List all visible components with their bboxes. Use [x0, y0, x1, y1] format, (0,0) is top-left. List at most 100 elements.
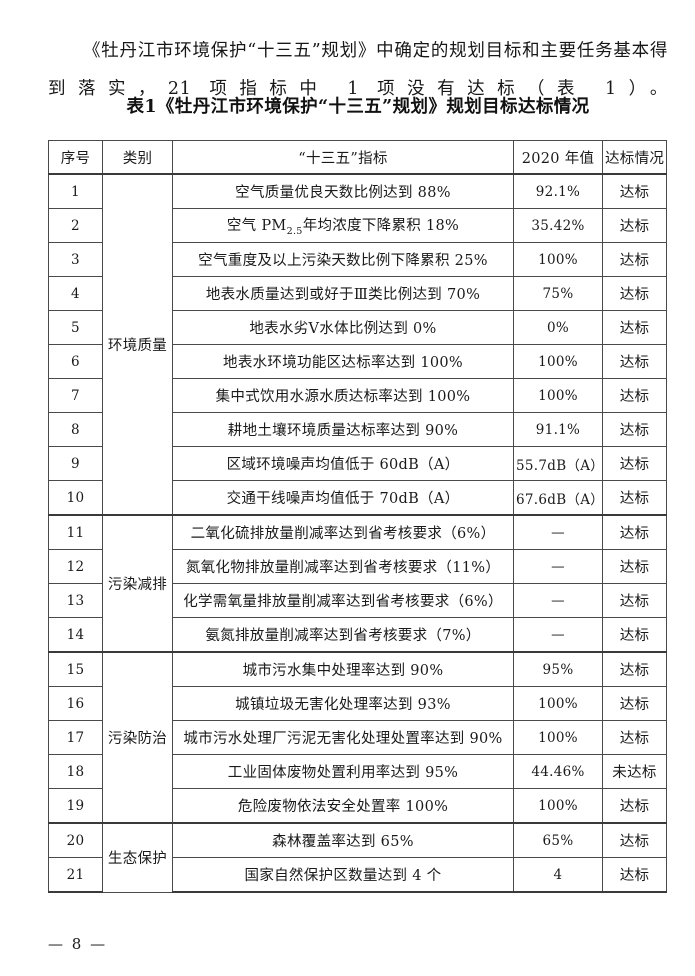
cell-seq: 10: [48, 480, 103, 516]
table-row: 16 城镇垃圾无害化处理率达到 93% 100% 达标: [48, 686, 667, 721]
cell-status: 达标: [602, 276, 667, 311]
cell-value: 100%: [513, 686, 603, 721]
cell-value: 4: [513, 857, 603, 893]
indicator-subscript: 2.5: [286, 225, 303, 237]
table-row: 5 地表水劣Ⅴ水体比例达到 0% 0% 达标: [48, 310, 667, 345]
cell-indicator: 氨氮排放量削减率达到省考核要求（7%）: [172, 617, 514, 653]
cell-indicator: 区域环境噪声均值低于 60dB（A）: [172, 446, 514, 481]
cell-indicator: 森林覆盖率达到 65%: [172, 822, 514, 858]
table-row: 19 危险废物依法安全处置率 100% 100% 达标: [48, 788, 667, 824]
cell-value: 44.46%: [513, 754, 603, 789]
table-row: 11 污染减排 二氧化硫排放量削减率达到省考核要求（6%） — 达标: [48, 514, 667, 653]
cell-status: 达标: [602, 412, 667, 447]
table-row: 18 工业固体废物处置利用率达到 95% 44.46% 未达标: [48, 754, 667, 789]
cell-seq: 12: [48, 549, 103, 584]
cell-seq: 17: [48, 720, 103, 755]
cell-category: 污染防治: [102, 651, 173, 824]
cell-seq: 19: [48, 788, 103, 824]
cell-seq: 5: [48, 310, 103, 345]
cell-indicator: 化学需氧量排放量削减率达到省考核要求（6%）: [172, 583, 514, 618]
table-row: 4 地表水质量达到或好于Ⅲ类比例达到 70% 75% 达标: [48, 276, 667, 311]
cell-status: 达标: [602, 208, 667, 243]
goals-table-wrapper: 序号 类别 “十三五”指标 2020 年值 达标情况 1 环境质量 空气质量优良天数…: [48, 140, 667, 893]
col-header-status: 达标情况: [602, 140, 667, 175]
table-caption: 表1《牡丹江市环境保护“十三五”规划》规划目标达标情况: [126, 97, 590, 117]
cell-value: 65%: [513, 822, 603, 858]
cell-status: 达标: [602, 822, 667, 858]
table-row: 20 生态保护 森林覆盖率达到 65% 65% 达标: [48, 822, 667, 893]
cell-indicator: 集中式饮用水源水质达标率达到 100%: [172, 378, 514, 413]
cell-indicator: 城镇垃圾无害化处理率达到 93%: [172, 686, 514, 721]
cell-indicator: 二氧化硫排放量削减率达到省考核要求（6%）: [172, 514, 514, 550]
cell-value: 55.7dB（A）: [513, 446, 604, 481]
cell-status: 未达标: [602, 754, 667, 789]
cell-seq: 20: [48, 822, 103, 858]
col-header-category: 类别: [102, 140, 173, 175]
cell-indicator: 地表水质量达到或好于Ⅲ类比例达到 70%: [172, 276, 514, 311]
table-row: 9 区域环境噪声均值低于 60dB（A） 55.7dB（A） 达标: [48, 446, 667, 481]
cell-status: 达标: [602, 857, 667, 893]
cell-indicator: 工业固体废物处置利用率达到 95%: [172, 754, 514, 789]
goals-table: 序号 类别 “十三五”指标 2020 年值 达标情况 1 环境质量 空气质量优良天数…: [48, 140, 667, 893]
cell-value: —: [513, 583, 603, 618]
col-header-value: 2020 年值: [513, 140, 603, 175]
cell-value: 0%: [513, 310, 603, 345]
cell-value: 35.42%: [513, 208, 603, 243]
cell-seq: 2: [48, 208, 103, 243]
cell-value: 100%: [513, 720, 603, 755]
cell-seq: 7: [48, 378, 103, 413]
table-row: 3 空气重度及以上污染天数比例下降累积 25% 100% 达标: [48, 242, 667, 277]
cell-value: 100%: [513, 242, 603, 277]
body-paragraph: 《牡丹江市环境保护“十三五”规划》中确定的规划目标和主要任务基本得到落实，21 …: [48, 40, 668, 99]
cell-status: 达标: [602, 583, 667, 618]
cell-status: 达标: [602, 617, 667, 653]
col-header-indicator: “十三五”指标: [172, 140, 514, 175]
cell-indicator: 地表水劣Ⅴ水体比例达到 0%: [172, 310, 514, 345]
cell-value: 95%: [513, 651, 603, 687]
cell-seq: 6: [48, 344, 103, 379]
table-row: 1 环境质量 空气质量优良天数比例达到 88% 92.1% 达标: [48, 173, 667, 516]
cell-category: 环境质量: [102, 173, 173, 516]
cell-status: 达标: [602, 242, 667, 277]
cell-value: —: [513, 617, 603, 653]
cell-value: 100%: [513, 788, 603, 824]
table-row: 14 氨氮排放量削减率达到省考核要求（7%） — 达标: [48, 617, 667, 653]
cell-seq: 13: [48, 583, 103, 618]
table-row: 17 城市污水处理厂污泥无害化处理处置率达到 90% 100% 达标: [48, 720, 667, 755]
cell-seq: 16: [48, 686, 103, 721]
indicator-text-post: 年均浓度下降累积 18%: [302, 218, 460, 235]
header-row: 序号 类别 “十三五”指标 2020 年值 达标情况: [48, 140, 667, 175]
col-header-seq: 序号: [48, 140, 103, 175]
cell-seq: 9: [48, 446, 103, 481]
table-row: 13 化学需氧量排放量削减率达到省考核要求（6%） — 达标: [48, 583, 667, 618]
cell-seq: 3: [48, 242, 103, 277]
cell-indicator: 耕地土壤环境质量达标率达到 90%: [172, 412, 514, 447]
cell-status: 达标: [602, 686, 667, 721]
cell-seq: 4: [48, 276, 103, 311]
cell-indicator: 空气 PM2.5年均浓度下降累积 18%: [172, 208, 514, 243]
table-row: 15 污染防治 城市污水集中处理率达到 90% 95% 达标: [48, 651, 667, 824]
cell-value: —: [513, 549, 603, 584]
cell-category: 污染减排: [102, 514, 173, 653]
cell-status: 达标: [602, 344, 667, 379]
cell-indicator: 氮氧化物排放量削减率达到省考核要求（11%）: [172, 549, 514, 584]
cell-indicator: 空气重度及以上污染天数比例下降累积 25%: [172, 242, 514, 277]
cell-seq: 14: [48, 617, 103, 653]
cell-indicator: 国家自然保护区数量达到 4 个: [172, 857, 514, 893]
table-header: 序号 类别 “十三五”指标 2020 年值 达标情况: [48, 140, 667, 175]
cell-value: 75%: [513, 276, 603, 311]
table-row: 12 氮氧化物排放量削减率达到省考核要求（11%） — 达标: [48, 549, 667, 584]
cell-value: 100%: [513, 378, 603, 413]
cell-category: 生态保护: [102, 822, 173, 893]
cell-status: 达标: [602, 514, 667, 550]
indicator-text-pre: 空气 PM: [226, 218, 287, 235]
cell-indicator: 城市污水处理厂污泥无害化处理处置率达到 90%: [172, 720, 514, 755]
cell-status: 达标: [602, 173, 667, 209]
cell-indicator: 城市污水集中处理率达到 90%: [172, 651, 514, 687]
cell-value: 100%: [513, 344, 603, 379]
cell-seq: 11: [48, 514, 103, 550]
cell-status: 达标: [602, 651, 667, 687]
cell-value: 67.6dB（A）: [513, 480, 604, 516]
cell-status: 达标: [602, 480, 667, 516]
